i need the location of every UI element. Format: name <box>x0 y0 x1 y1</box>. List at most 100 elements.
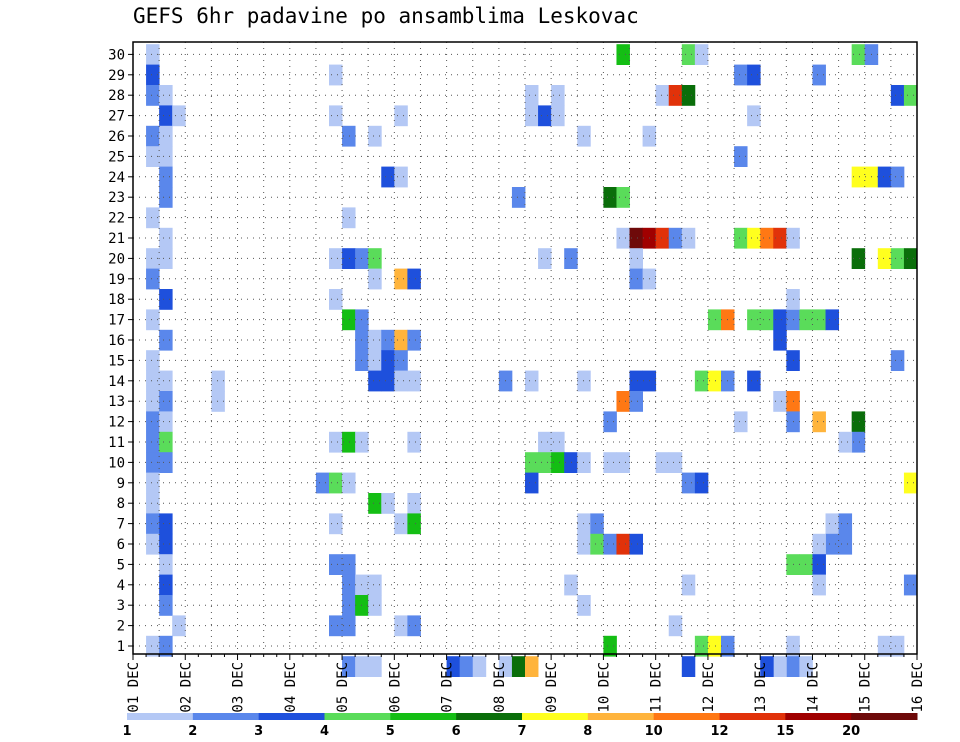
heatmap-cell <box>525 85 539 106</box>
heatmap-cell <box>838 533 853 555</box>
heatmap-cell <box>146 431 160 453</box>
heatmap-cell <box>707 309 722 331</box>
heatmap-cell <box>498 656 513 677</box>
heatmap-cell <box>812 309 826 331</box>
heatmap-cell <box>825 513 839 535</box>
heatmap-cell <box>747 370 761 392</box>
x-tick-label: 01 DEC <box>126 662 142 713</box>
heatmap-cell <box>146 85 160 106</box>
heatmap-cell <box>329 472 343 494</box>
y-tick-label: 25 <box>108 149 125 165</box>
heatmap-cell <box>564 452 578 473</box>
y-tick-label: 17 <box>108 313 125 329</box>
heatmap-cell <box>707 635 722 657</box>
heatmap-cell <box>342 656 356 677</box>
heatmap-cell <box>668 85 683 106</box>
heatmap-cell <box>655 85 670 106</box>
heatmap-cell <box>146 207 160 229</box>
legend-swatch <box>719 713 786 720</box>
heatmap-cell <box>629 268 643 290</box>
y-tick-label: 30 <box>108 47 125 63</box>
heatmap-cell <box>681 574 696 596</box>
heatmap-cell <box>773 227 787 249</box>
heatmap-cell <box>394 329 408 351</box>
heatmap-cell <box>146 64 160 86</box>
heatmap-cell <box>734 227 748 249</box>
x-tick-label: 13 DEC <box>753 662 769 713</box>
heatmap-cell <box>734 64 748 86</box>
heatmap-cell <box>525 656 539 677</box>
heatmap-cell <box>368 493 382 514</box>
heatmap-cell <box>812 411 826 433</box>
heatmap-cell <box>890 85 905 106</box>
y-tick-label: 2 <box>117 619 125 635</box>
heatmap-cell <box>159 329 173 351</box>
legend-swatch <box>653 713 720 720</box>
y-tick-label: 9 <box>117 476 125 492</box>
y-tick-label: 21 <box>108 231 125 247</box>
heatmap-cell <box>329 64 343 86</box>
heatmap-cell <box>329 615 343 637</box>
legend-swatch <box>192 713 260 720</box>
heatmap-cell <box>211 391 225 412</box>
y-tick-label: 28 <box>108 88 125 104</box>
y-tick-label: 18 <box>108 292 125 308</box>
heatmap-cell <box>903 574 918 596</box>
y-tick-label: 11 <box>108 435 125 451</box>
heatmap-cell <box>146 533 160 555</box>
heatmap-cell <box>877 635 892 657</box>
y-tick-label: 6 <box>117 537 125 553</box>
x-tick-label: 09 DEC <box>544 662 560 713</box>
legend-swatch <box>456 713 523 720</box>
y-tick-label: 29 <box>108 68 125 84</box>
heatmap-cell <box>668 227 683 249</box>
heatmap-cell <box>407 268 421 290</box>
heatmap-cell <box>838 513 853 535</box>
heatmap-cell <box>590 513 604 535</box>
legend-label: 3 <box>254 724 263 739</box>
heatmap-cell <box>159 411 173 433</box>
heatmap-cell <box>381 370 395 392</box>
heatmap-cell <box>159 391 173 412</box>
heatmap-cell <box>812 64 826 86</box>
heatmap-cell <box>368 248 382 269</box>
heatmap-cell <box>407 370 421 392</box>
heatmap-cell <box>786 656 800 677</box>
heatmap-cell <box>668 615 683 637</box>
heatmap-cell <box>159 85 173 106</box>
heatmap-cell <box>342 554 356 575</box>
heatmap-cell <box>159 248 173 269</box>
heatmap-cell <box>799 309 813 331</box>
heatmap-cell <box>851 166 866 188</box>
heatmap-cell <box>629 227 643 249</box>
heatmap-cell <box>525 370 539 392</box>
heatmap-cell <box>525 472 539 494</box>
heatmap-cell <box>694 635 709 657</box>
heatmap-cell <box>511 656 526 677</box>
heatmap-cell <box>159 166 173 188</box>
heatmap-cell <box>773 656 787 677</box>
legend-swatch <box>127 713 194 720</box>
heatmap-cell <box>172 105 186 127</box>
heatmap-cell <box>355 656 369 677</box>
heatmap-cell <box>681 472 696 494</box>
heatmap-cell <box>694 370 709 392</box>
heatmap-cell <box>851 248 866 269</box>
heatmap-cell <box>394 105 408 127</box>
heatmap-cell <box>159 533 173 555</box>
heatmap-cell <box>394 350 408 371</box>
heatmap-cell <box>342 595 356 616</box>
heatmap-cell <box>603 452 617 473</box>
heatmap-cell <box>146 370 160 392</box>
heatmap-cell <box>381 329 395 351</box>
heatmap-cell <box>564 574 578 596</box>
heatmap-cell <box>394 513 408 535</box>
heatmap-cell <box>342 125 356 147</box>
y-tick-label: 14 <box>108 374 125 390</box>
heatmap-cell <box>342 472 356 494</box>
heatmap-cell <box>368 595 382 616</box>
heatmap-cell <box>394 615 408 637</box>
y-tick-label: 3 <box>117 598 125 614</box>
heatmap-cell <box>159 554 173 575</box>
heatmap-cell <box>734 146 748 167</box>
